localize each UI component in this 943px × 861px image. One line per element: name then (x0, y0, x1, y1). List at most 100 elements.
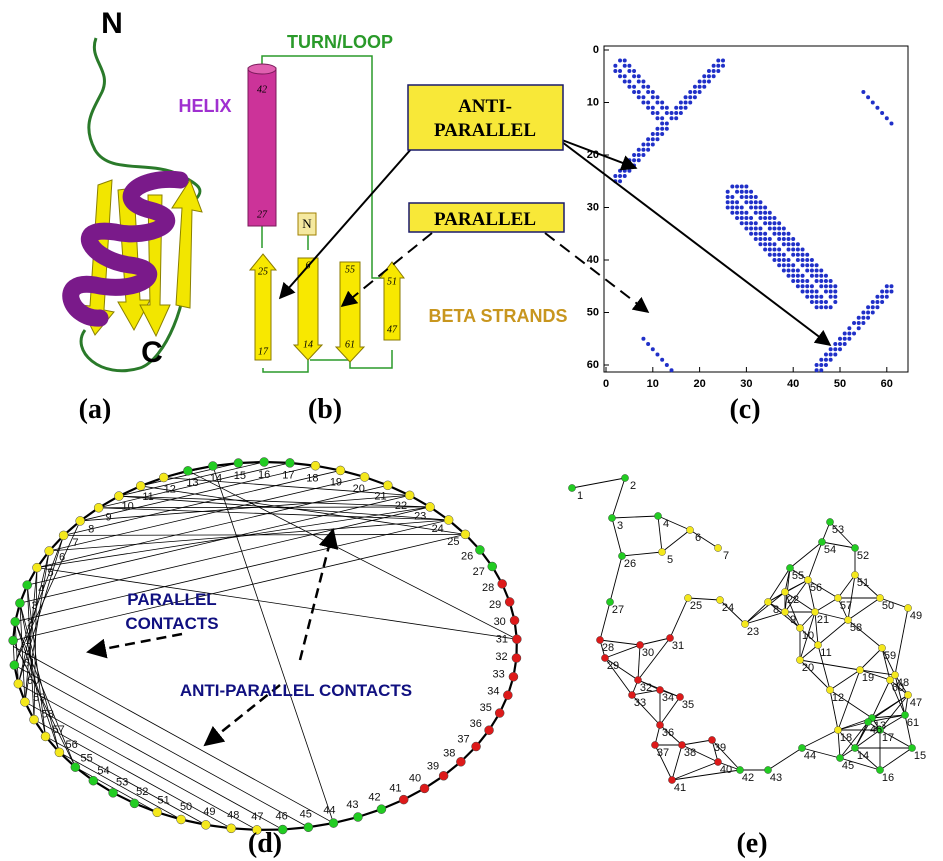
contact-dot (651, 132, 655, 136)
network-edge (662, 530, 690, 552)
contact-dot (861, 90, 865, 94)
residue-label: 29 (489, 599, 501, 611)
residue-label: 15 (914, 750, 926, 762)
contact-dot (693, 90, 697, 94)
contact-dot (613, 69, 617, 73)
residue-label: 53 (832, 524, 844, 536)
contact-dot (768, 227, 772, 231)
n-box-label: N (302, 216, 312, 231)
contact-dot (782, 263, 786, 267)
contact-dot (857, 316, 861, 320)
panel-d: 1234567891011121314151617181920212223242… (9, 458, 522, 859)
residue-node (654, 512, 661, 519)
residue-label: 45 (300, 808, 312, 820)
callout-text: ANTI- (458, 96, 512, 117)
contact-dot (819, 300, 823, 304)
residue-label: 22 (787, 594, 799, 606)
residue-label: 40 (720, 764, 732, 776)
contact-dot (744, 200, 748, 204)
residue-label: 25 (447, 536, 459, 548)
residue-label: 32 (640, 682, 652, 694)
contact-dot (735, 206, 739, 210)
residue-label: 8 (773, 604, 779, 616)
contact-dot (749, 227, 753, 231)
residue-node (30, 715, 39, 724)
residue-number: 61 (345, 339, 355, 350)
contact-dot (749, 200, 753, 204)
contact-dot (735, 190, 739, 194)
contact-dot (730, 206, 734, 210)
residue-label: 26 (461, 551, 473, 563)
network-edge (612, 516, 658, 518)
contact-dot (791, 274, 795, 278)
residue-node (495, 709, 504, 718)
contact-dot (632, 158, 636, 162)
residue-label: 21 (374, 491, 386, 503)
contact-dot (623, 80, 627, 84)
x-tick-label: 20 (693, 378, 705, 390)
residue-node (71, 763, 80, 772)
residue-label: 51 (857, 577, 869, 589)
panel-label: (d) (248, 828, 282, 859)
contact-dot (693, 95, 697, 99)
contact-dot (730, 200, 734, 204)
contact-dot (763, 248, 767, 252)
residue-label: 23 (747, 626, 759, 638)
residue-node (420, 784, 429, 793)
y-tick-label: 30 (587, 201, 599, 213)
contact-dot (871, 305, 875, 309)
residue-label: 58 (42, 708, 54, 720)
contact-dot (763, 221, 767, 225)
contact-dot (791, 279, 795, 283)
contact-dot (726, 200, 730, 204)
contact-dot (716, 69, 720, 73)
contact-dot (772, 232, 776, 236)
contact-dot (641, 80, 645, 84)
contact-dot (824, 358, 828, 362)
contact-dot (754, 221, 758, 225)
contact-dot (627, 69, 631, 73)
contact-dot (754, 232, 758, 236)
contact-dot (824, 363, 828, 367)
contact-dot (702, 80, 706, 84)
contact-dot (730, 195, 734, 199)
contact-dot (824, 305, 828, 309)
contact-dot (819, 305, 823, 309)
contact-dot (698, 90, 702, 94)
contact-dot (824, 290, 828, 294)
contact-dot (623, 174, 627, 178)
residue-label: 26 (624, 558, 636, 570)
residue-node (153, 808, 162, 817)
contact-dot (698, 85, 702, 89)
residue-label: 12 (164, 483, 176, 495)
contact-dot (866, 316, 870, 320)
residue-node (505, 597, 514, 606)
contact-dot (782, 253, 786, 257)
contact-dot (632, 85, 636, 89)
network-edge (612, 478, 625, 518)
contact-dot (618, 169, 622, 173)
contact-dot (716, 59, 720, 63)
contact-dot (754, 195, 758, 199)
residue-node (23, 581, 32, 590)
helix-label: HELIX (178, 96, 231, 116)
residue-label: 14 (857, 750, 869, 762)
contact-dot (627, 64, 631, 68)
residue-label: 43 (346, 799, 358, 811)
contact-dot (880, 111, 884, 115)
residue-node (485, 726, 494, 735)
contact-dot (805, 253, 809, 257)
contact-dot (885, 284, 889, 288)
contact-dot (744, 216, 748, 220)
contact-dot (772, 242, 776, 246)
residue-label: 30 (642, 647, 654, 659)
residue-label: 61 (907, 717, 919, 729)
contact-dot (726, 190, 730, 194)
contact-dot (707, 80, 711, 84)
residue-label: 37 (457, 733, 469, 745)
residue-label: 48 (227, 809, 239, 821)
residue-label: 19 (862, 672, 874, 684)
contact-dot (655, 95, 659, 99)
residue-node (503, 691, 512, 700)
residue-node (159, 473, 168, 482)
